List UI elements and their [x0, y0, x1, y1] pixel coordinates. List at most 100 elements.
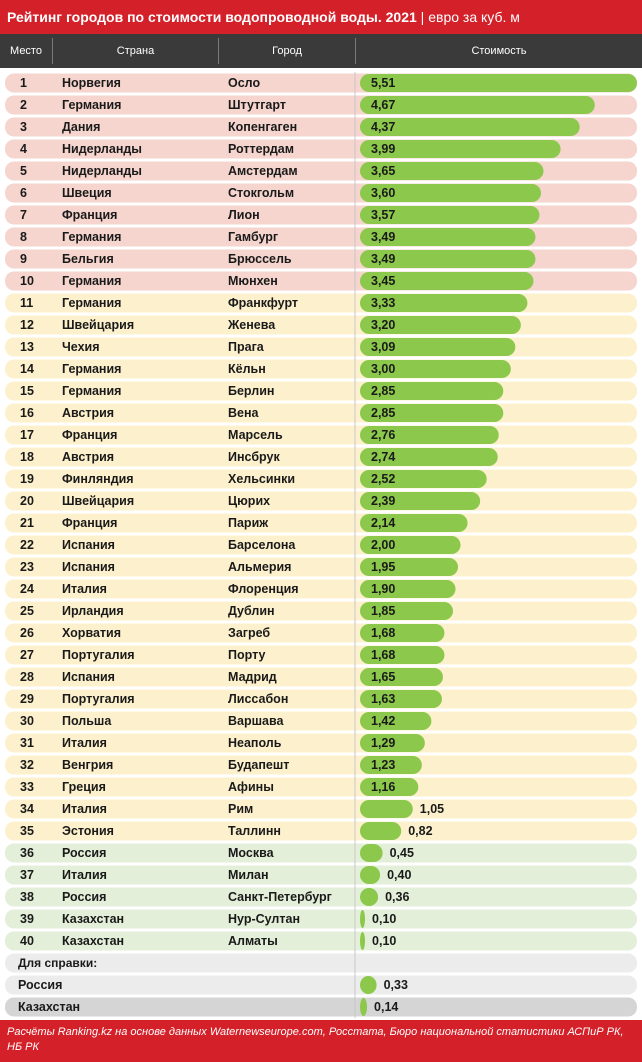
table-row [5, 491, 637, 511]
value-label: 2,85 [371, 406, 395, 420]
value-label: 1,90 [371, 582, 395, 596]
row-country: Италия [62, 802, 107, 816]
row-country: Испания [62, 670, 115, 684]
value-label: 0,33 [384, 978, 408, 992]
value-bar [360, 448, 498, 466]
value-bar [360, 492, 481, 510]
value-bar [360, 470, 487, 488]
value-bar [360, 514, 468, 532]
value-label: 2,76 [371, 428, 395, 442]
row-country: Венгрия [62, 758, 113, 772]
row-country: Франция [62, 428, 117, 442]
row-country: Германия [62, 274, 121, 288]
row-city: Кёльн [228, 362, 266, 376]
table-row [5, 579, 637, 599]
row-city: Копенгаген [228, 120, 297, 134]
value-label: 3,60 [371, 186, 395, 200]
row-city: Мюнхен [228, 274, 278, 288]
value-bar [360, 888, 379, 906]
table-row [5, 601, 637, 621]
row-rank: 26 [20, 626, 34, 640]
value-label: 4,37 [371, 120, 395, 134]
header-divider [355, 38, 356, 64]
row-city: Берлин [228, 384, 274, 398]
row-country: Эстония [62, 824, 114, 838]
table-row [5, 821, 637, 841]
row-city: Осло [228, 76, 260, 90]
value-bar [360, 558, 459, 576]
table-row [5, 337, 637, 357]
reference-row [5, 997, 637, 1017]
table-row [5, 623, 637, 643]
value-label: 2,39 [371, 494, 395, 508]
row-city: Мадрид [228, 670, 277, 684]
row-rank: 8 [20, 230, 27, 244]
row-city: Роттердам [228, 142, 294, 156]
row-rank: 2 [20, 98, 27, 112]
value-bar [360, 118, 580, 136]
row-rank: 23 [20, 560, 34, 574]
row-rank: 7 [20, 208, 27, 222]
row-city: Штутгарт [228, 98, 286, 112]
row-city: Алматы [228, 934, 278, 948]
chart-title-bar: Рейтинг городов по стоимости водопроводн… [0, 0, 642, 34]
row-rank: 34 [20, 802, 34, 816]
value-label: 1,42 [371, 714, 395, 728]
value-label: 0,45 [390, 846, 414, 860]
table-row [5, 887, 637, 907]
value-label: 1,63 [371, 692, 395, 706]
row-rank: 10 [20, 274, 34, 288]
table-row [5, 799, 637, 819]
value-label: 3,99 [371, 142, 395, 156]
row-city: Будапешт [228, 758, 289, 772]
value-label: 0,82 [408, 824, 432, 838]
row-rank: 37 [20, 868, 34, 882]
row-country: Греция [62, 780, 106, 794]
row-rank: 25 [20, 604, 34, 618]
row-city: Хельсинки [228, 472, 295, 486]
row-city: Гамбург [228, 230, 278, 244]
value-bar [360, 426, 499, 444]
row-city: Альмерия [228, 560, 291, 574]
row-country: Бельгия [62, 252, 114, 266]
value-bar [360, 756, 422, 774]
row-rank: 12 [20, 318, 34, 332]
value-label: 3,20 [371, 318, 395, 332]
value-bar [360, 382, 504, 400]
value-bar [360, 184, 541, 202]
row-country: Хорватия [62, 626, 121, 640]
table-row [5, 535, 637, 555]
row-country: Италия [62, 582, 107, 596]
value-bar [360, 536, 461, 554]
value-label: 1,16 [371, 780, 395, 794]
value-bar [360, 712, 432, 730]
row-city: Неаполь [228, 736, 282, 750]
row-city: Париж [228, 516, 268, 530]
value-label: 1,95 [371, 560, 395, 574]
row-city: Женева [227, 318, 276, 332]
row-rank: 32 [20, 758, 34, 772]
value-bar [360, 866, 381, 884]
value-bar [360, 668, 443, 686]
row-country: Ирландия [62, 604, 124, 618]
value-bar [360, 294, 528, 312]
table-row [5, 689, 637, 709]
value-label: 3,57 [371, 208, 395, 222]
reference-label: Для справки: [18, 956, 97, 970]
value-label: 1,68 [371, 648, 395, 662]
value-label: 1,23 [371, 758, 395, 772]
row-country: Германия [62, 362, 121, 376]
row-rank: 9 [20, 252, 27, 266]
row-rank: 16 [20, 406, 34, 420]
row-country: Нидерланды [62, 164, 142, 178]
row-rank: 31 [20, 736, 34, 750]
chart-title: Рейтинг городов по стоимости водопроводн… [7, 9, 417, 25]
row-city: Москва [228, 846, 275, 860]
value-bar [360, 316, 521, 334]
value-bar [360, 800, 413, 818]
row-country: Германия [62, 384, 121, 398]
value-bar [360, 646, 445, 664]
row-country: Швеция [62, 186, 112, 200]
row-city: Амстердам [228, 164, 298, 178]
reference-country: Россия [18, 978, 62, 992]
